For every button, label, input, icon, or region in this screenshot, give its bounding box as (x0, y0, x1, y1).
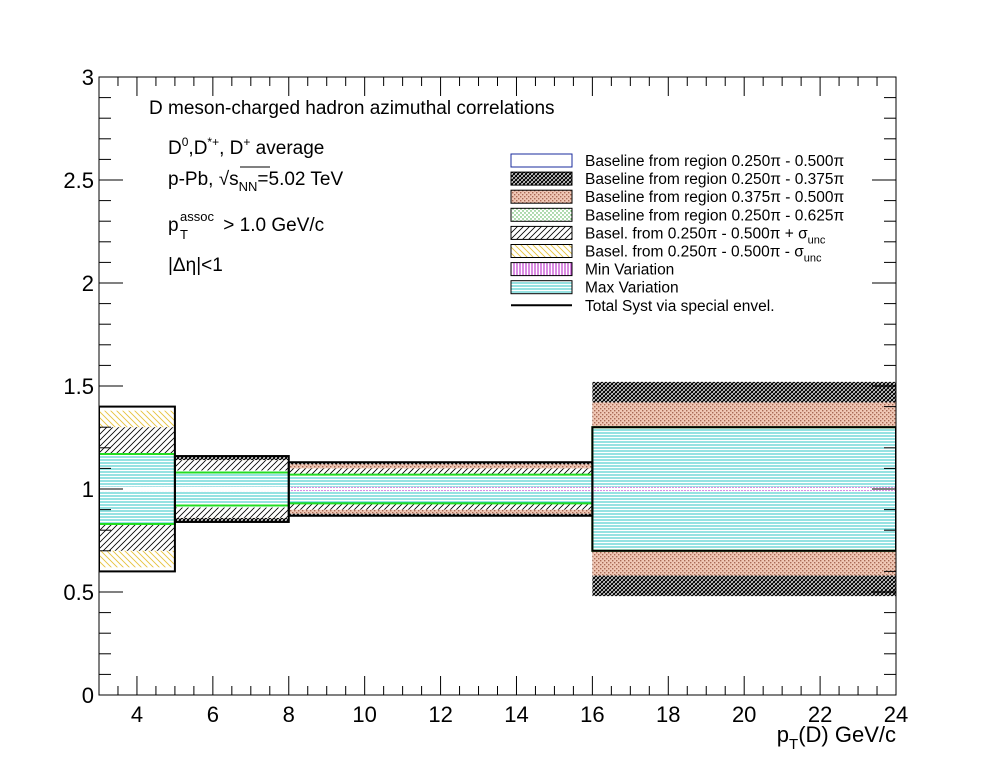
legend-swatch (510, 153, 573, 168)
syst-bands (99, 381, 896, 597)
legend-entry-baseline-from-region-0-250-0-375: Baseline from region 0.250π - 0.375π (510, 171, 845, 188)
legend: Baseline from region 0.250π - 0.500πBase… (510, 153, 845, 315)
legend-swatch (510, 280, 573, 295)
x-tick-label: 22 (808, 702, 832, 727)
y-tick-label: 0 (82, 683, 94, 708)
x-axis: 4 6 8 10 12 14 16 18 20 22 24 (98, 77, 908, 727)
x-tick-label: 20 (732, 702, 756, 727)
legend-entry-basel-from-0-250-0-500-unc: Basel. from 0.250π - 0.500π - σunc (510, 244, 822, 265)
legend-label: Baseline from region 0.250π - 0.375π (585, 171, 845, 188)
plot-title: D meson-charged hadron azimuthal correla… (149, 98, 555, 119)
legend-entry-min-variation: Min Variation (510, 262, 674, 279)
legend-label: Min Variation (585, 262, 674, 279)
system-label: p-Pb, √sNN=5.02 TeV (168, 169, 343, 194)
legend-label: Baseline from region 0.250π - 0.500π (585, 153, 845, 170)
eta-label: |Δη|<1 (168, 255, 223, 276)
x-tick-label: 4 (131, 702, 143, 727)
y-tick-label: 0.5 (63, 580, 94, 605)
legend-label: Basel. from 0.250π - 0.500π - σunc (585, 244, 822, 265)
x-tick-label: 10 (352, 702, 376, 727)
total-syst-envelope (99, 405, 896, 573)
legend-swatch (510, 171, 573, 186)
x-tick-label: 12 (428, 702, 452, 727)
legend-swatch (510, 244, 573, 258)
legend-swatch (510, 189, 573, 204)
x-tick-label: 8 (283, 702, 295, 727)
x-tick-label: 24 (884, 702, 908, 727)
legend-label: Baseline from region 0.375π - 0.500π (585, 189, 845, 206)
legend-swatch (510, 207, 573, 222)
legend-label: Max Variation (585, 280, 679, 297)
legend-label: Total Syst via special envel. (585, 298, 775, 315)
legend-entry-total-syst-via-special-envel: Total Syst via special envel. (511, 298, 775, 315)
legend-entry-baseline-from-region-0-375-0-500: Baseline from region 0.375π - 0.500π (510, 189, 845, 206)
x-tick-label: 18 (656, 702, 680, 727)
band-baseline-from-region-0-250-0-500-bin-1 (174, 486, 289, 492)
x-tick-label: 16 (580, 702, 604, 727)
y-tick-label: 2 (82, 271, 94, 296)
total-syst-box-bin-3 (591, 426, 896, 552)
band-baseline-from-region-0-250-0-500-bin-0 (99, 486, 175, 492)
legend-swatch (510, 262, 573, 277)
band-baseline-from-region-0-250-0-500-bin-2 (288, 487, 593, 491)
legend-swatch (510, 225, 573, 240)
y-tick-label: 1 (82, 477, 94, 502)
legend-entry-baseline-from-region-0-250-0-500: Baseline from region 0.250π - 0.500π (510, 153, 845, 170)
x-axis-label: pT(D) GeV/c (777, 722, 896, 753)
y-tick-label: 1.5 (63, 374, 94, 399)
x-tick-label: 6 (207, 702, 219, 727)
legend-entry-baseline-from-region-0-250-0-625: Baseline from region 0.250π - 0.625π (510, 207, 845, 224)
legend-label: Baseline from region 0.250π - 0.625π (585, 207, 845, 224)
y-tick-label: 3 (82, 65, 94, 90)
x-tick-label: 14 (504, 702, 528, 727)
annotations: D meson-charged hadron azimuthal correla… (149, 98, 555, 276)
legend-entry-basel-from-0-250-0-500-unc: Basel. from 0.250π - 0.500π + σunc (510, 225, 826, 246)
assoc-label: pTassoc > 1.0 GeV/c (168, 209, 324, 242)
legend-entry-max-variation: Max Variation (510, 280, 679, 297)
band-baseline-from-region-0-250-0-500-bin-3 (592, 487, 896, 491)
y-tick-label: 2.5 (63, 168, 94, 193)
y-axis: 0 0.5 1 1.5 2 2.5 3 (63, 65, 896, 708)
species-label: D0,D*+, D+ average (168, 135, 324, 159)
legend-label: Basel. from 0.250π - 0.500π + σunc (585, 225, 826, 246)
